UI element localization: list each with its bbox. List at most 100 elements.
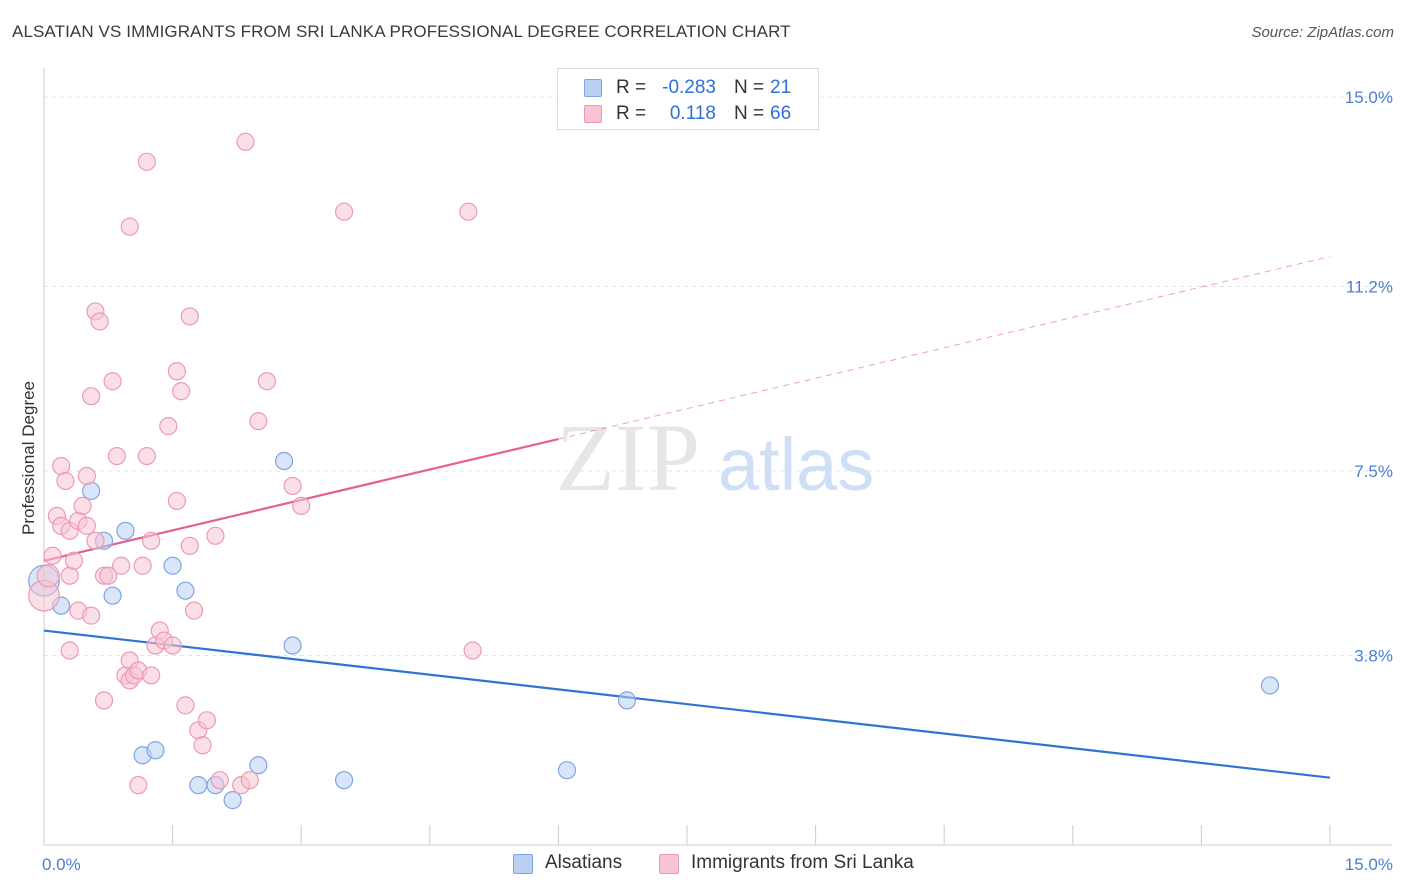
- data-point: [133, 556, 152, 575]
- legend-r-value: -0.283: [662, 77, 716, 98]
- data-point: [459, 202, 478, 221]
- data-point: [167, 491, 186, 511]
- data-point: [82, 606, 101, 625]
- data-point: [257, 372, 277, 391]
- legend-r-label: R =: [616, 77, 647, 98]
- legend-n-label: N =: [734, 103, 765, 124]
- data-point: [142, 531, 161, 550]
- series-legend-label: Immigrants from Sri Lanka: [691, 852, 914, 873]
- data-point: [137, 152, 156, 171]
- y-tick-label: 3.8%: [1354, 647, 1393, 666]
- data-point: [223, 791, 242, 810]
- data-point: [189, 776, 208, 795]
- data-point: [73, 496, 92, 516]
- data-point: [172, 382, 191, 401]
- y-axis-label: Professional Degree: [19, 381, 38, 535]
- data-point: [112, 556, 131, 575]
- data-point: [206, 526, 225, 545]
- data-point: [142, 666, 161, 685]
- data-point: [94, 691, 114, 710]
- data-point: [184, 601, 204, 620]
- data-point: [463, 641, 482, 660]
- data-point: [249, 756, 268, 775]
- data-point: [146, 741, 165, 760]
- data-point: [240, 771, 259, 790]
- watermark-zip: ZIP: [556, 404, 700, 511]
- series-legend: Alsatians Immigrants from Sri Lanka: [0, 852, 1406, 878]
- data-point: [292, 496, 311, 516]
- data-point: [180, 307, 199, 326]
- data-point: [120, 217, 139, 236]
- data-point: [283, 636, 302, 655]
- data-point: [77, 516, 96, 535]
- data-point: [103, 372, 122, 391]
- data-point: [283, 476, 302, 496]
- legend-swatch-pink: [659, 854, 679, 874]
- correlation-legend: R = -0.283 N = 21 R = 0.118 N = 66: [557, 68, 819, 130]
- data-point: [167, 362, 186, 381]
- data-point: [103, 586, 122, 605]
- tick-labels: 3.8% 7.5% 11.2% 15.0% 0.0% 15.0%: [42, 88, 1393, 874]
- watermark: ZIP atlas: [556, 404, 874, 511]
- legend-row-alsatians: R = -0.283 N = 21: [558, 75, 818, 101]
- data-point: [60, 566, 79, 585]
- legend-swatch-pink: [584, 105, 602, 123]
- axes: [43, 68, 1392, 846]
- data-point: [274, 451, 294, 471]
- data-point: [163, 636, 182, 655]
- data-point: [86, 531, 105, 550]
- data-point: [249, 412, 268, 431]
- data-point: [176, 581, 195, 600]
- source-label: Source: ZipAtlas.com: [1251, 24, 1394, 41]
- data-point: [1260, 676, 1280, 695]
- data-point: [334, 202, 354, 221]
- data-point: [197, 711, 216, 730]
- watermark-atlas: atlas: [718, 423, 874, 506]
- legend-row-sri-lanka: R = 0.118 N = 66: [558, 101, 818, 127]
- data-point: [163, 556, 182, 575]
- data-point: [236, 132, 255, 151]
- legend-n-value: 66: [770, 103, 792, 124]
- data-point: [617, 691, 637, 710]
- data-point: [180, 536, 199, 555]
- chart-title: ALSATIAN VS IMMIGRANTS FROM SRI LANKA PR…: [12, 22, 791, 41]
- trend-lines: [43, 256, 1331, 779]
- data-point: [56, 471, 75, 491]
- data-point: [77, 466, 96, 486]
- trend-line-extension: [558, 256, 1331, 440]
- data-point: [82, 481, 101, 501]
- gridlines: [44, 96, 1392, 657]
- data-point: [129, 776, 148, 795]
- legend-n-label: N =: [734, 77, 765, 98]
- legend-r-label: R =: [616, 103, 647, 124]
- legend-swatch-blue: [584, 79, 602, 97]
- data-point: [159, 417, 178, 436]
- data-point: [36, 564, 60, 588]
- legend-swatch-blue: [513, 854, 533, 874]
- x-tick-label: 0.0%: [42, 855, 81, 874]
- data-point: [60, 641, 79, 660]
- legend-n-value: 21: [770, 77, 792, 98]
- data-point: [176, 696, 195, 715]
- data-point: [64, 551, 84, 570]
- data-points: [28, 132, 1280, 810]
- data-point: [137, 446, 156, 466]
- data-point: [193, 736, 212, 755]
- y-tick-label: 7.5%: [1354, 462, 1393, 481]
- data-point: [116, 521, 135, 540]
- data-point: [43, 546, 62, 565]
- series-legend-label: Alsatians: [545, 852, 623, 873]
- legend-r-value: 0.118: [669, 103, 716, 124]
- data-point: [82, 387, 101, 406]
- data-point: [90, 312, 109, 331]
- y-tick-label: 11.2%: [1346, 277, 1393, 296]
- trend-line: [43, 629, 1331, 779]
- data-point: [52, 456, 71, 476]
- x-tick-label: 15.0%: [1345, 855, 1393, 874]
- y-tick-label: 15.0%: [1345, 88, 1393, 107]
- data-point: [334, 771, 354, 790]
- data-point: [210, 771, 229, 790]
- data-point: [99, 566, 118, 585]
- data-point: [557, 761, 577, 780]
